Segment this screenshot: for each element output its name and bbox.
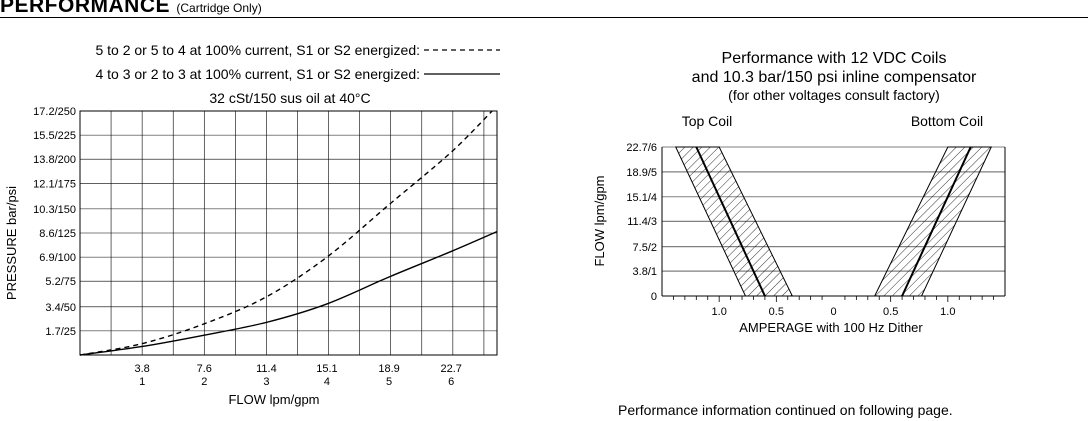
coil-nominal-line-0 (695, 146, 766, 297)
left-y-tick-label: 17.2/250 (33, 106, 76, 118)
left-x-tick-label-gpm: 5 (386, 376, 392, 388)
left-x-tick-label-gpm: 2 (201, 376, 207, 388)
left-x-tick-label-gpm: 1 (139, 376, 145, 388)
left-y-tick-label: 1.7/25 (45, 326, 76, 338)
header-rule (0, 17, 1088, 18)
legend-solid-label: 4 to 3 or 2 to 3 at 100% current, S1 or … (95, 66, 420, 82)
left-series-line-0 (79, 110, 493, 356)
left-x-tick-label: 11.4 (256, 363, 277, 375)
left-x-tick-label: 18.9 (378, 363, 399, 375)
coil-band-1 (873, 146, 993, 297)
right-x-tick-label: 1.0 (940, 306, 955, 318)
left-chart-title: 32 cSt/150 sus oil at 40°C (209, 90, 370, 106)
right-x-axis-label: AMPERAGE with 100 Hz Dither (739, 320, 923, 335)
right-y-tick-label: 0 (651, 291, 657, 303)
bottom-coil-label: Bottom Coil (911, 113, 983, 129)
left-y-tick-label: 3.4/50 (45, 302, 76, 314)
left-y-tick-label: 8.6/125 (39, 228, 76, 240)
left-y-tick-label: 12.1/175 (33, 178, 76, 190)
left-y-tick-label: 15.5/225 (33, 130, 76, 142)
left-x-tick-label-gpm: 3 (263, 376, 269, 388)
right-x-tick-label: 0 (830, 306, 836, 318)
right-x-tick-label: 0.5 (883, 306, 898, 318)
right-y-tick-label: 18.9/5 (626, 167, 657, 179)
left-x-tick-label-gpm: 6 (448, 376, 454, 388)
right-y-tick-label: 7.5/2 (633, 242, 657, 254)
left-x-axis-label: FLOW lpm/gpm (228, 392, 319, 407)
right-chart-subtitle: and 10.3 bar/150 psi inline compensator (692, 69, 977, 86)
right-chart-note: (for other voltages consult factory) (728, 87, 940, 103)
left-x-tick-label: 15.1 (316, 363, 337, 375)
left-y-tick-label: 6.9/100 (39, 252, 76, 264)
left-y-tick-label: 10.3/150 (33, 204, 76, 216)
right-x-tick-label: 1.0 (712, 306, 727, 318)
footer-note: Performance information continued on fol… (618, 402, 953, 418)
left-y-tick-label: 13.8/200 (33, 154, 76, 166)
left-y-tick-label: 5.2/75 (45, 276, 76, 288)
right-y-tick-label: 3.8/1 (633, 266, 657, 278)
section-title: PERFORMANCE (0, 0, 171, 17)
coil-nominal-line-1 (901, 146, 972, 297)
top-coil-label: Top Coil (682, 113, 733, 129)
left-x-tick-label: 7.6 (197, 363, 212, 375)
section-header: PERFORMANCE (Cartridge Only) (0, 0, 262, 18)
left-x-tick-label: 22.7 (441, 363, 462, 375)
right-y-tick-label: 22.7/6 (626, 142, 657, 154)
right-chart-title: Performance with 12 VDC Coils (722, 50, 947, 67)
left-series-line-1 (79, 230, 498, 356)
left-x-tick-label: 3.8 (134, 363, 149, 375)
coil-band-0 (674, 146, 794, 297)
left-y-axis-label: PRESSURE bar/psi (4, 186, 19, 300)
legend-dashed-label: 5 to 2 or 5 to 4 at 100% current, S1 or … (95, 42, 420, 58)
left-x-tick-label-gpm: 4 (324, 376, 330, 388)
right-y-axis-label: FLOW lpm/gpm (592, 175, 607, 266)
section-subtitle: (Cartridge Only) (176, 1, 262, 15)
right-x-tick-label: 0.5 (769, 306, 784, 318)
right-y-tick-label: 15.1/4 (626, 192, 657, 204)
right-y-tick-label: 11.4/3 (627, 216, 657, 228)
